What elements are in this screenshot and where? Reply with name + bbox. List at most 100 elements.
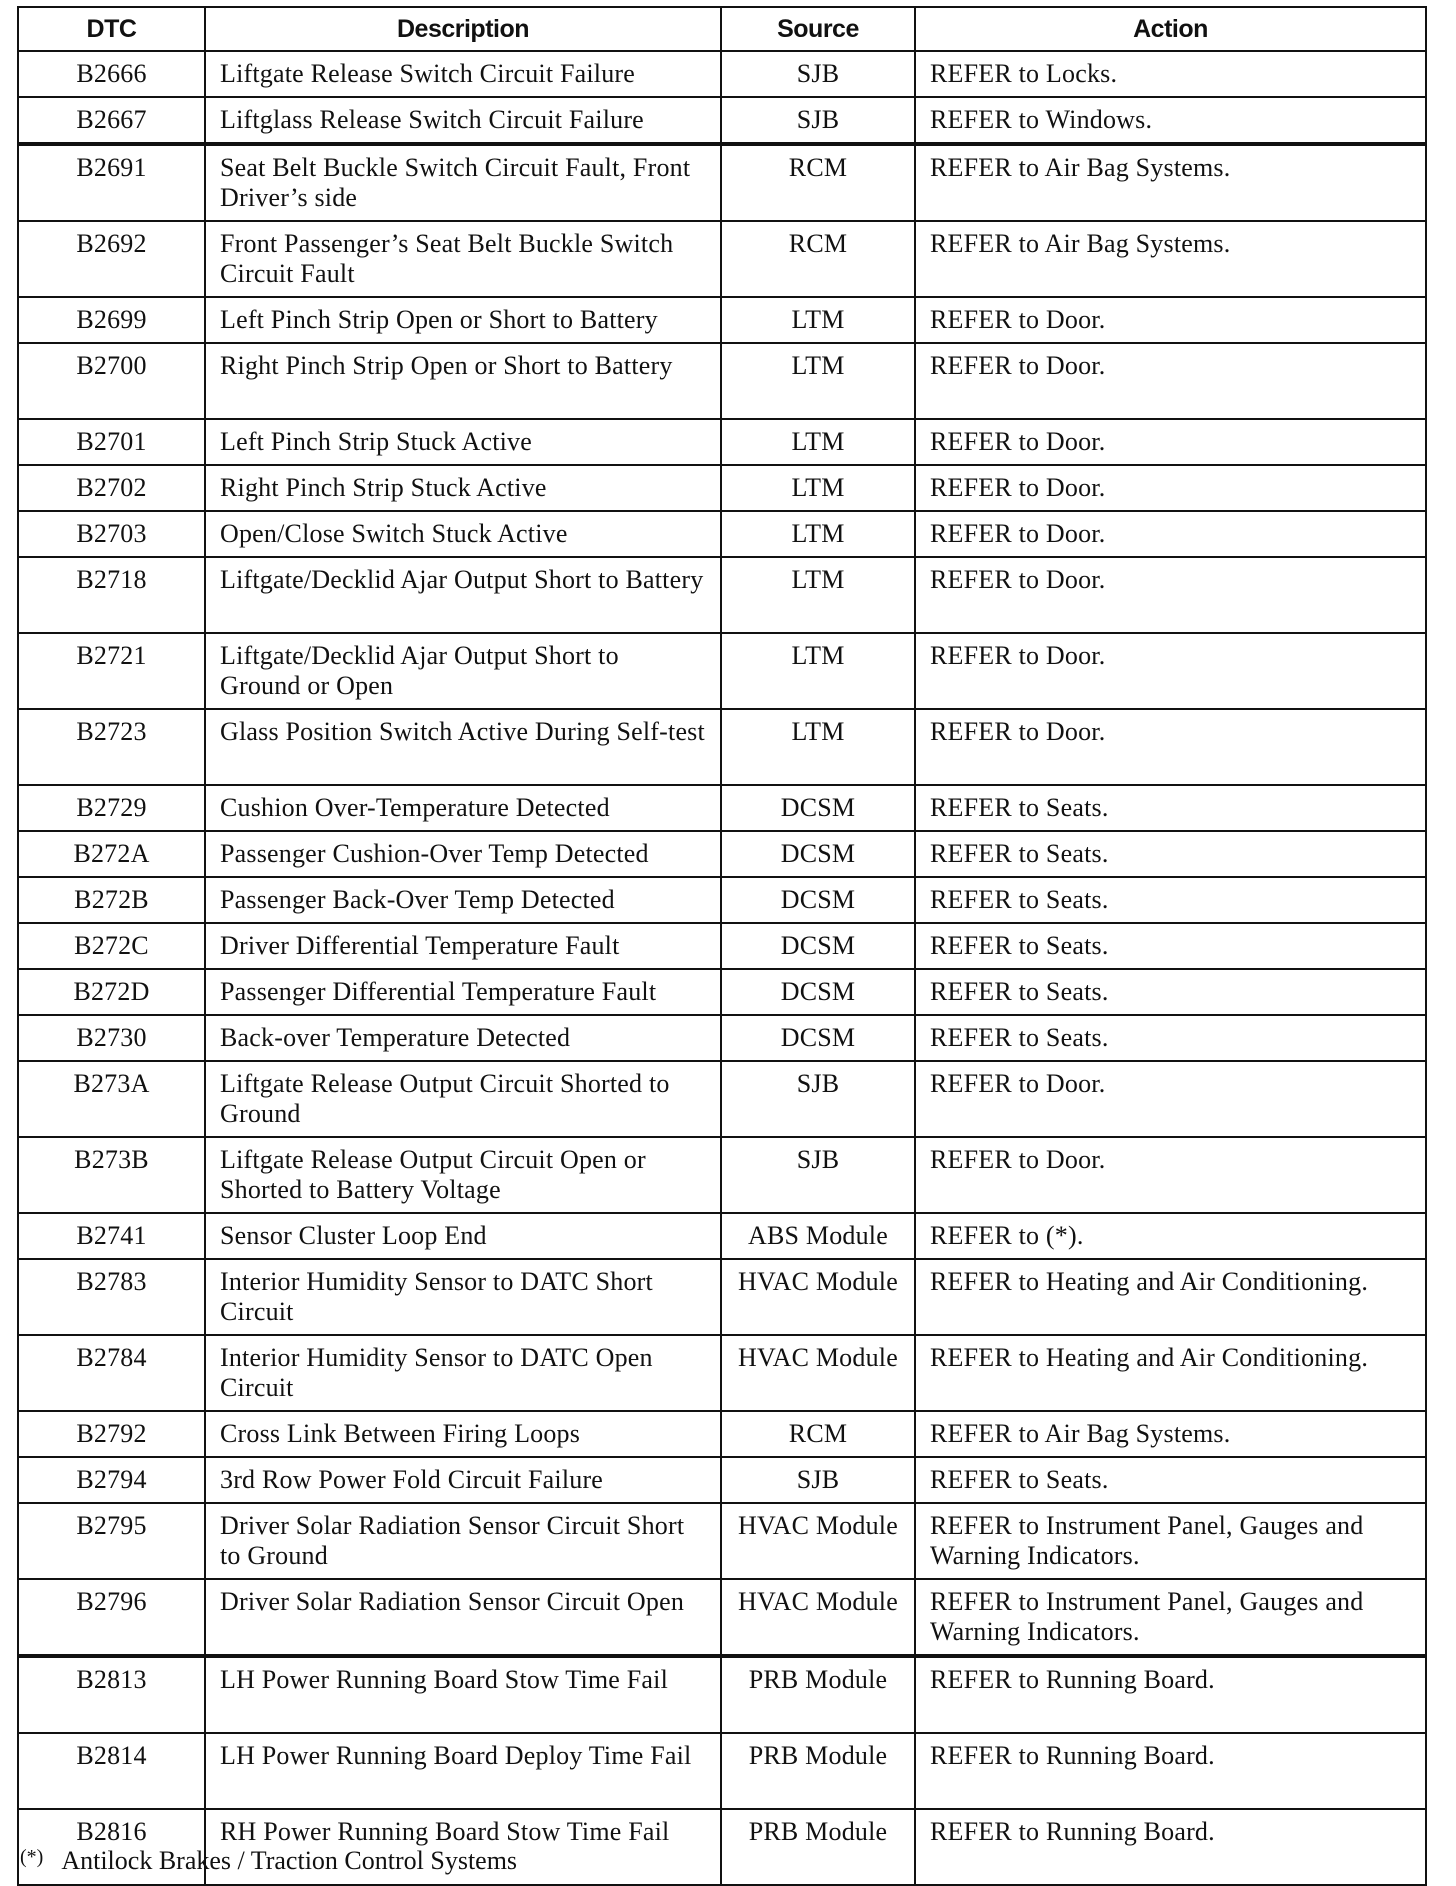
cell-dtc: B2814 — [17, 1732, 206, 1810]
table-row: B2666 Liftgate Release Switch Circuit Fai… — [17, 50, 1427, 98]
cell-dtc: B2721 — [17, 632, 206, 710]
cell-description: Right Pinch Strip Stuck Active — [204, 464, 722, 512]
header-source: Source — [720, 6, 916, 52]
cell-dtc: B273A — [17, 1060, 206, 1138]
cell-description: Driver Differential Temperature Fault — [204, 922, 722, 970]
cell-description: Liftglass Release Switch Circuit Failure — [204, 96, 722, 145]
cell-source: LTM — [720, 556, 916, 634]
table-row: B2701 Left Pinch Strip Stuck Active LTM REF… — [17, 418, 1427, 466]
cell-source: PRB Module — [720, 1808, 916, 1886]
cell-action: REFER to Door. — [914, 632, 1427, 710]
cell-dtc: B2795 — [17, 1502, 206, 1580]
cell-action: REFER to Air Bag Systems. — [914, 1410, 1427, 1458]
cell-dtc: B2667 — [17, 96, 206, 145]
cell-description: Back-over Temperature Detected — [204, 1014, 722, 1062]
table-row: B2730 Back-over Temperature Detected DCSM R… — [17, 1014, 1427, 1062]
cell-source: PRB Module — [720, 1654, 916, 1734]
cell-dtc: B272A — [17, 830, 206, 878]
cell-dtc: B272B — [17, 876, 206, 924]
cell-source: RCM — [720, 142, 916, 222]
cell-description: Left Pinch Strip Open or Short to Batter… — [204, 296, 722, 344]
table-row: B2723 Glass Position Switch Active During… — [17, 708, 1427, 786]
cell-dtc: B2666 — [17, 50, 206, 98]
footnote-text: Antilock Brakes / Traction Control Syste… — [61, 1846, 518, 1875]
cell-source: HVAC Module — [720, 1578, 916, 1657]
cell-description: Left Pinch Strip Stuck Active — [204, 418, 722, 466]
cell-action: REFER to Air Bag Systems. — [914, 220, 1427, 298]
cell-description: RH Power Running Board Stow Time Fail — [204, 1808, 722, 1886]
table-row: B2691 Seat Belt Buckle Switch Circuit Fau… — [17, 142, 1427, 222]
table-row: B2813 LH Power Running Board Stow Time Fa… — [17, 1654, 1427, 1734]
cell-source: RCM — [720, 1410, 916, 1458]
cell-action: REFER to Seats. — [914, 1456, 1427, 1504]
cell-description: LH Power Running Board Stow Time Fail — [204, 1654, 722, 1734]
table-row: B2741 Sensor Cluster Loop End ABS Module RE… — [17, 1212, 1427, 1260]
cell-description: Liftgate Release Switch Circuit Failure — [204, 50, 722, 98]
cell-dtc: B2692 — [17, 220, 206, 298]
table-row: B2721 Liftgate/Decklid Ajar Output Short … — [17, 632, 1427, 710]
cell-description: Passenger Differential Temperature Fault — [204, 968, 722, 1016]
cell-dtc: B2702 — [17, 464, 206, 512]
table-row: B2692 Front Passenger’s Seat Belt Buckle … — [17, 220, 1427, 298]
cell-action: REFER to Door. — [914, 556, 1427, 634]
table-row: B2796 Driver Solar Radiation Sensor Circu… — [17, 1578, 1427, 1657]
cell-source: DCSM — [720, 830, 916, 878]
cell-source: DCSM — [720, 1014, 916, 1062]
cell-dtc: B2816 — [17, 1808, 206, 1886]
table-row: B2699 Left Pinch Strip Open or Short to B… — [17, 296, 1427, 344]
table-row: B2702 Right Pinch Strip Stuck Active LTM RE… — [17, 464, 1427, 512]
cell-source: LTM — [720, 418, 916, 466]
table-row: B2816 RH Power Running Board Stow Time Fa… — [17, 1808, 1427, 1886]
cell-source: DCSM — [720, 784, 916, 832]
cell-source: DCSM — [720, 922, 916, 970]
cell-description: Open/Close Switch Stuck Active — [204, 510, 722, 558]
cell-source: DCSM — [720, 876, 916, 924]
cell-source: DCSM — [720, 968, 916, 1016]
cell-dtc: B2784 — [17, 1334, 206, 1412]
header-action: Action — [914, 6, 1427, 52]
table-row: B2814 LH Power Running Board Deploy Time … — [17, 1732, 1427, 1810]
cell-dtc: B2699 — [17, 296, 206, 344]
cell-dtc: B272D — [17, 968, 206, 1016]
cell-action: REFER to Heating and Air Conditioning. — [914, 1258, 1427, 1336]
table-row: B272D Passenger Differential Temperature … — [17, 968, 1427, 1016]
table-row: B273B Liftgate Release Output Circuit Ope… — [17, 1136, 1427, 1214]
table-row: B272A Passenger Cushion-Over Temp Detecte… — [17, 830, 1427, 878]
cell-source: SJB — [720, 1456, 916, 1504]
cell-description: Liftgate/Decklid Ajar Output Short to Ba… — [204, 556, 722, 634]
cell-description: Seat Belt Buckle Switch Circuit Fault, F… — [204, 142, 722, 222]
cell-description: Liftgate Release Output Circuit Open or … — [204, 1136, 722, 1214]
cell-source: LTM — [720, 464, 916, 512]
cell-dtc: B273B — [17, 1136, 206, 1214]
cell-action: REFER to Seats. — [914, 968, 1427, 1016]
cell-action: REFER to Door. — [914, 708, 1427, 786]
header-row: DTC Description Source Action — [17, 6, 1427, 52]
table-row: B2783 Interior Humidity Sensor to DATC Sh… — [17, 1258, 1427, 1336]
header-description: Description — [204, 6, 722, 52]
table-row: B2703 Open/Close Switch Stuck Active LTM RE… — [17, 510, 1427, 558]
cell-description: LH Power Running Board Deploy Time Fail — [204, 1732, 722, 1810]
table-row: B2795 Driver Solar Radiation Sensor Circu… — [17, 1502, 1427, 1580]
table-row: B2729 Cushion Over-Temperature Detected DC… — [17, 784, 1427, 832]
cell-action: REFER to Locks. — [914, 50, 1427, 98]
cell-action: REFER to Heating and Air Conditioning. — [914, 1334, 1427, 1412]
cell-description: Driver Solar Radiation Sensor Circuit Sh… — [204, 1502, 722, 1580]
table-row: B2700 Right Pinch Strip Open or Short to … — [17, 342, 1427, 420]
table-row: B272B Passenger Back-Over Temp Detected DC… — [17, 876, 1427, 924]
cell-source: HVAC Module — [720, 1334, 916, 1412]
cell-action: REFER to Running Board. — [914, 1732, 1427, 1810]
cell-description: Cushion Over-Temperature Detected — [204, 784, 722, 832]
cell-dtc: B272C — [17, 922, 206, 970]
cell-source: LTM — [720, 342, 916, 420]
cell-dtc: B2701 — [17, 418, 206, 466]
cell-description: Front Passenger’s Seat Belt Buckle Switc… — [204, 220, 722, 298]
cell-action: REFER to Door. — [914, 510, 1427, 558]
cell-action: REFER to Running Board. — [914, 1654, 1427, 1734]
table-row: B273A Liftgate Release Output Circuit Sho… — [17, 1060, 1427, 1138]
cell-source: LTM — [720, 632, 916, 710]
cell-action: REFER to Seats. — [914, 922, 1427, 970]
cell-description: Driver Solar Radiation Sensor Circuit Op… — [204, 1578, 722, 1657]
cell-source: ABS Module — [720, 1212, 916, 1260]
cell-action: REFER to Door. — [914, 418, 1427, 466]
table-row: B2667 Liftglass Release Switch Circuit Fa… — [17, 96, 1427, 145]
